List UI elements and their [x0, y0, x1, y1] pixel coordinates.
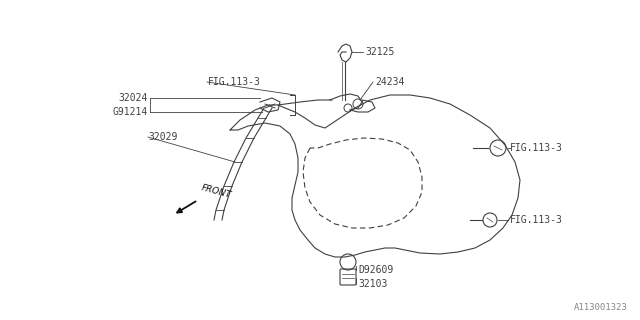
Text: FIG.113-3: FIG.113-3 [510, 143, 563, 153]
Text: 32029: 32029 [148, 132, 177, 142]
Text: 32024: 32024 [118, 93, 148, 103]
Text: 24234: 24234 [375, 77, 404, 87]
Text: D92609: D92609 [358, 265, 393, 275]
Text: FIG.113-3: FIG.113-3 [510, 215, 563, 225]
Text: G91214: G91214 [113, 107, 148, 117]
Text: A113001323: A113001323 [574, 303, 628, 312]
Text: 32125: 32125 [365, 47, 394, 57]
Text: 32103: 32103 [358, 279, 387, 289]
Text: FIG.113-3: FIG.113-3 [208, 77, 261, 87]
Text: FRONT: FRONT [200, 183, 232, 200]
